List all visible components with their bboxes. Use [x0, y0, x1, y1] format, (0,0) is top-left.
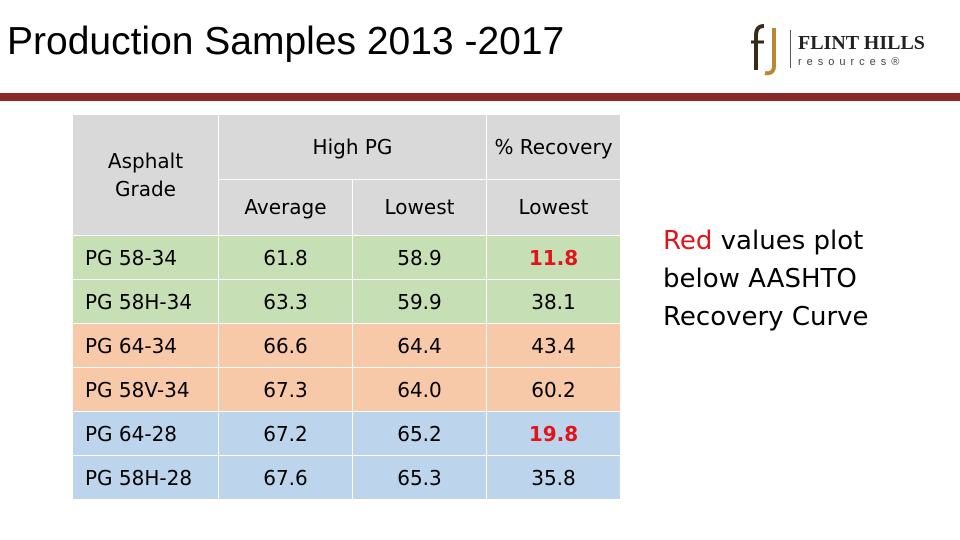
table-row: PG 58H-28 67.6 65.3 35.8 — [72, 455, 621, 500]
flint-hills-logo: FLINT HILLS resources® — [750, 20, 940, 76]
header-lowest-pg: Lowest — [352, 178, 487, 237]
note-red-word: Red — [663, 226, 713, 256]
slide-title: Production Samples 2013 -2017 — [7, 20, 565, 63]
cell-average: 67.6 — [218, 455, 353, 500]
cell-lowest: 65.2 — [352, 411, 487, 456]
cell-lowest: 65.3 — [352, 455, 487, 500]
cell-lowest: 64.4 — [352, 323, 487, 368]
legend-note: Red values plot below AASHTO Recovery Cu… — [663, 222, 893, 336]
header-lowest-recovery: Lowest — [486, 178, 621, 237]
logo-brand-text: FLINT HILLS — [798, 32, 925, 54]
title-divider — [0, 93, 960, 101]
cell-recovery: 11.8 — [486, 235, 621, 280]
cell-average: 63.3 — [218, 279, 353, 324]
header-asphalt-grade: Asphalt Grade — [72, 114, 219, 236]
cell-grade: PG 58V-34 — [72, 367, 219, 412]
header-recovery: % Recovery — [486, 114, 621, 180]
note-text: values plot below AASHTO Recovery Curve — [663, 226, 869, 332]
cell-average: 67.3 — [218, 367, 353, 412]
cell-recovery: 43.4 — [486, 323, 621, 368]
cell-recovery: 19.8 — [486, 411, 621, 456]
logo-divider — [790, 30, 791, 68]
cell-grade: PG 58-34 — [72, 235, 219, 280]
cell-recovery: 60.2 — [486, 367, 621, 412]
cell-lowest: 64.0 — [352, 367, 487, 412]
fj-monogram-icon — [751, 24, 776, 76]
table-row: PG 64-34 66.6 64.4 43.4 — [72, 323, 621, 368]
recovery-table: Asphalt Grade High PG % Recovery Average… — [72, 114, 621, 500]
header-high-pg: High PG — [218, 114, 487, 180]
cell-grade: PG 58H-34 — [72, 279, 219, 324]
cell-grade: PG 64-34 — [72, 323, 219, 368]
cell-average: 66.6 — [218, 323, 353, 368]
table-row: PG 58H-34 63.3 59.9 38.1 — [72, 279, 621, 324]
cell-recovery: 35.8 — [486, 455, 621, 500]
cell-lowest: 58.9 — [352, 235, 487, 280]
header-average: Average — [218, 178, 353, 237]
cell-lowest: 59.9 — [352, 279, 487, 324]
header-asphalt-grade-label: Asphalt Grade — [107, 149, 184, 201]
logo-sub-text: resources® — [798, 56, 905, 68]
table-row: PG 58V-34 67.3 64.0 60.2 — [72, 367, 621, 412]
cell-recovery: 38.1 — [486, 279, 621, 324]
cell-grade: PG 64-28 — [72, 411, 219, 456]
cell-grade: PG 58H-28 — [72, 455, 219, 500]
table-row: PG 64-28 67.2 65.2 19.8 — [72, 411, 621, 456]
table-row: PG 58-34 61.8 58.9 11.8 — [72, 235, 621, 280]
cell-average: 61.8 — [218, 235, 353, 280]
cell-average: 67.2 — [218, 411, 353, 456]
